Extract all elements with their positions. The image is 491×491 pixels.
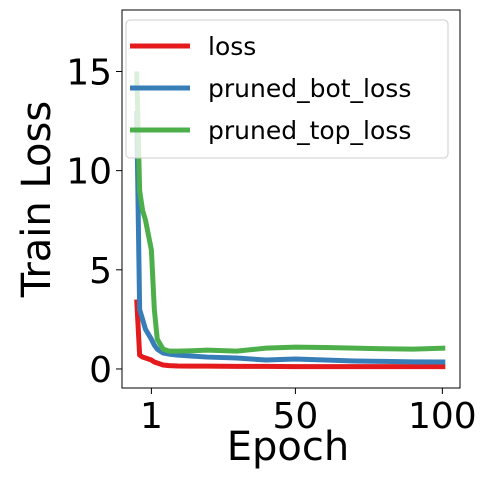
- x-tick-label: 100: [408, 396, 477, 437]
- legend-box: [125, 19, 449, 159]
- line-series: [134, 111, 446, 365]
- y-tick-label: 0: [89, 350, 112, 391]
- y-axis-label: Train Loss: [14, 101, 60, 298]
- legend-label: pruned_top_loss: [208, 116, 411, 145]
- x-axis-label: Epoch: [227, 424, 349, 470]
- legend-label: pruned_bot_loss: [208, 74, 411, 103]
- y-tick-label: 10: [66, 152, 112, 193]
- plot-frame: [121, 9, 461, 389]
- line-series: [134, 299, 446, 370]
- y-tick-label: 15: [66, 52, 112, 93]
- y-tick-label: 5: [89, 251, 112, 292]
- legend: loss pruned_bot_loss pruned_top_loss: [125, 19, 449, 159]
- x-tick-label: 1: [140, 396, 163, 437]
- x-tick-label: 50: [273, 396, 319, 437]
- line-series: [134, 71, 446, 354]
- legend-label: loss: [208, 32, 256, 61]
